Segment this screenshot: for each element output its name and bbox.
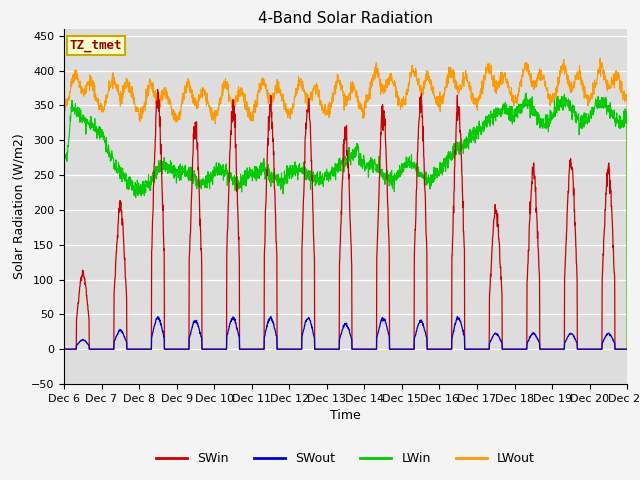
X-axis label: Time: Time (330, 409, 361, 422)
Y-axis label: Solar Radiation (W/m2): Solar Radiation (W/m2) (12, 133, 26, 279)
LWout (589, 91, 597, 96)
SWin (154, 87, 161, 93)
Line: LWout: LWout (64, 59, 627, 349)
Text: TZ_tmet: TZ_tmet (70, 39, 122, 52)
SWout (509, 346, 517, 352)
SWout (374, 330, 382, 336)
SWout (574, 346, 582, 352)
SWout (217, 346, 225, 352)
SWout (623, 346, 631, 352)
Title: 4-Band Solar Radiation: 4-Band Solar Radiation (258, 11, 433, 26)
SWout (589, 346, 597, 352)
SWin (509, 346, 517, 352)
LWout (509, 96, 517, 102)
LWin (522, 90, 530, 96)
Line: SWin: SWin (64, 90, 627, 349)
LWout (217, 98, 225, 104)
LWin (589, 105, 597, 110)
SWin (60, 346, 68, 352)
SWin (374, 209, 382, 215)
LWout (623, 346, 631, 352)
SWin (574, 346, 582, 352)
Line: LWin: LWin (64, 93, 627, 349)
LWout (596, 56, 604, 61)
LWout (60, 107, 68, 112)
Line: SWout: SWout (64, 316, 627, 349)
LWin (623, 346, 631, 352)
SWin (589, 346, 597, 352)
SWin (362, 346, 370, 352)
SWout (362, 346, 370, 352)
LWin (374, 167, 382, 172)
LWin (60, 164, 68, 169)
SWout (60, 346, 68, 352)
LWin (362, 164, 370, 169)
LWout (374, 72, 382, 77)
LWout (362, 105, 370, 111)
LWin (509, 115, 517, 121)
LWout (573, 69, 581, 74)
SWin (623, 346, 631, 352)
Legend: SWin, SWout, LWin, LWout: SWin, SWout, LWin, LWout (151, 447, 540, 470)
SWin (218, 346, 225, 352)
LWin (217, 169, 225, 175)
LWin (574, 114, 582, 120)
SWout (454, 313, 461, 319)
